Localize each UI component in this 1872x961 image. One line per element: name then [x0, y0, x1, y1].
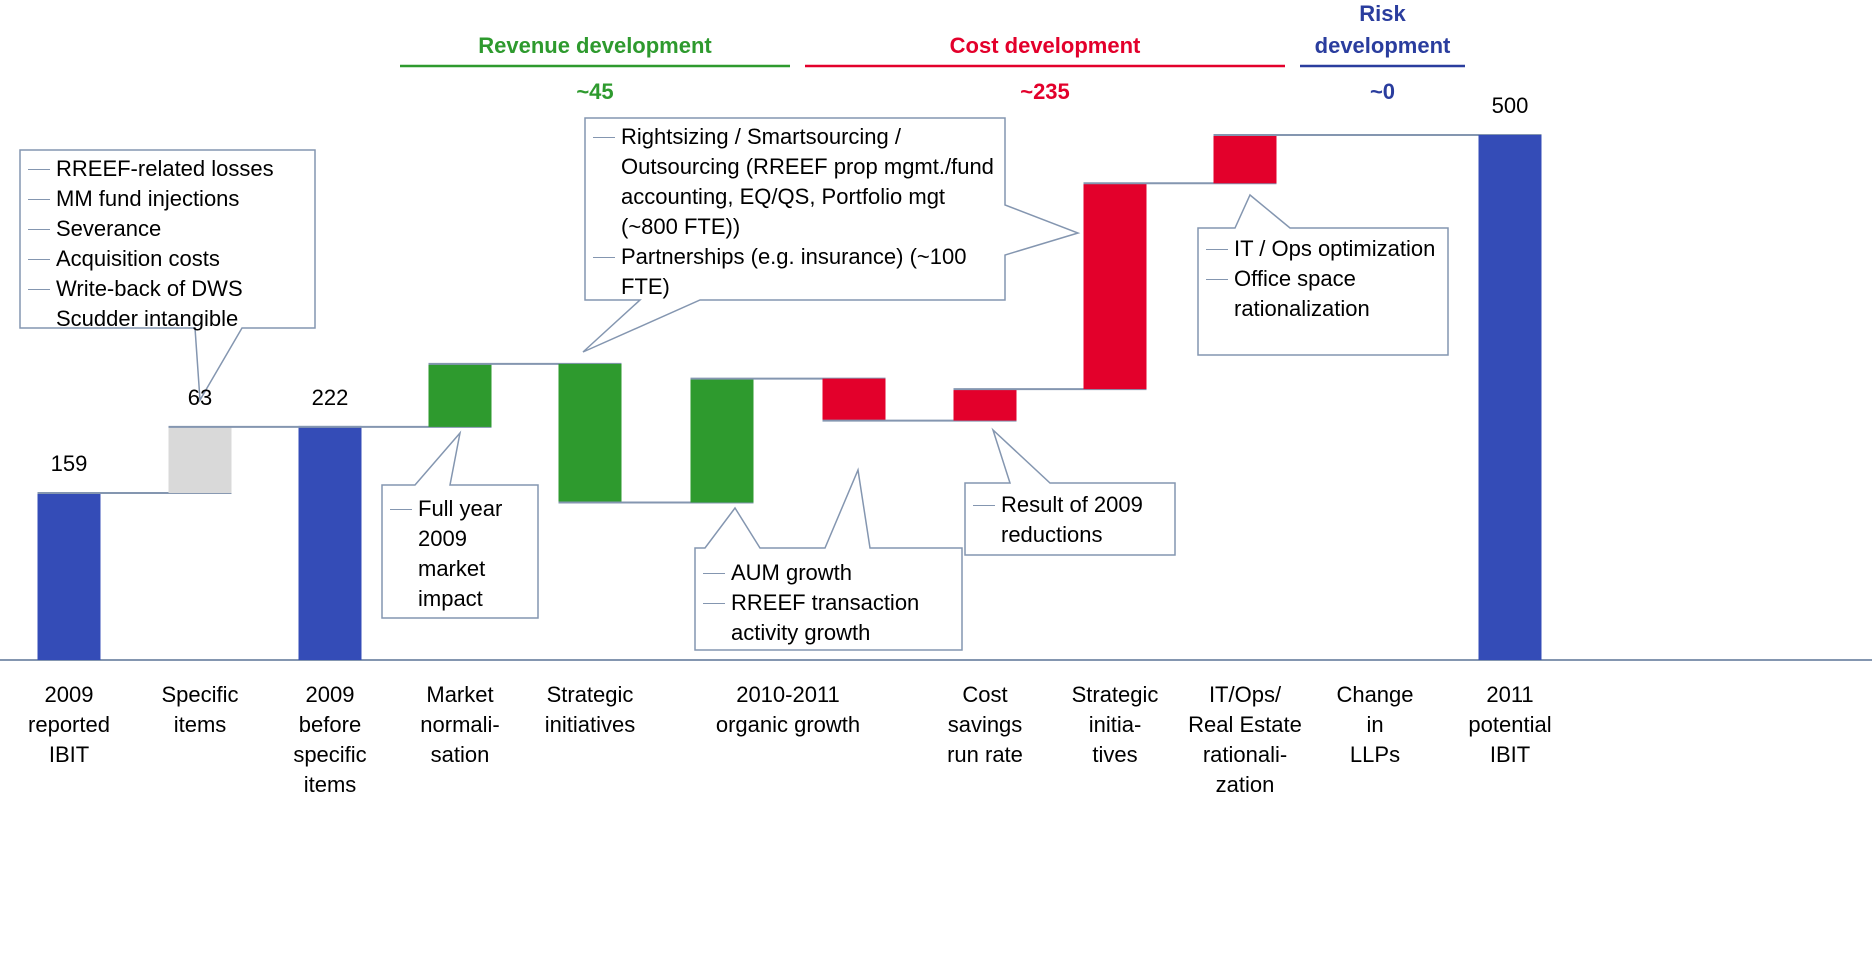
x-tick-label: Change in LLPs — [1336, 682, 1414, 767]
value-label: 63 — [187, 384, 213, 410]
callout: Full year 2009 market impact — [382, 494, 532, 614]
x-tick-label: Strategic initia- tives — [1071, 682, 1159, 767]
callout: RREEF-related losses MM fund injections Se… — [20, 154, 310, 334]
group-total: ~0 — [1369, 79, 1396, 104]
callout-item: Write-back of DWS Scudder intangible — [20, 274, 310, 334]
bar — [1478, 135, 1542, 660]
callout-shape — [1197, 193, 1449, 356]
x-tick-label: Specific items — [161, 682, 239, 737]
callout-item: Severance — [20, 214, 310, 244]
callout-item: Full year 2009 market impact — [382, 494, 532, 614]
group-title: Risk development — [1314, 1, 1451, 58]
bar — [1083, 183, 1147, 390]
callout-shape — [964, 427, 1176, 556]
x-tick-label: 2010-2011 organic growth — [715, 682, 861, 737]
value-label: 159 — [50, 451, 88, 477]
callout: IT / Ops optimization Office space ration… — [1198, 234, 1443, 324]
group-title: Revenue development — [478, 33, 712, 58]
callout-shapes — [19, 117, 1449, 651]
callout-item: RREEF-related losses — [20, 154, 310, 184]
bar — [690, 378, 754, 503]
callout-item: Rightsizing / Smartsourcing / Outsourcin… — [585, 122, 995, 242]
x-tick-label: 2009 reported IBIT — [28, 682, 110, 767]
group-total: ~235 — [1020, 79, 1070, 104]
callout-item: IT / Ops optimization — [1198, 234, 1443, 264]
callout: Result of 2009 reductions — [965, 490, 1170, 550]
bar — [37, 493, 101, 660]
callout-item: Acquisition costs — [20, 244, 310, 274]
callout-shape — [582, 117, 1081, 353]
bar — [1213, 135, 1277, 184]
callout: AUM growth RREEF transaction activity gro… — [695, 558, 957, 648]
callout-shape — [381, 430, 539, 619]
callout-item: Partnerships (e.g. insurance) (~100 FTE) — [585, 242, 995, 302]
bar — [822, 378, 886, 421]
group-title: Cost development — [949, 33, 1141, 58]
x-tick-label: Market normali- sation — [420, 682, 500, 767]
callout-shape — [694, 467, 963, 651]
callout-shape — [19, 149, 316, 403]
bar — [428, 363, 492, 427]
callout-item: Result of 2009 reductions — [965, 490, 1170, 550]
bar — [558, 363, 622, 503]
group-total: ~45 — [576, 79, 614, 104]
value-label: 500 — [1491, 93, 1529, 118]
x-tick-label: Cost savings run rate — [947, 682, 1023, 767]
x-tick-label: Strategic initiatives — [544, 682, 636, 737]
bar — [953, 389, 1017, 421]
callout-item: AUM growth — [695, 558, 957, 588]
bar — [168, 426, 232, 494]
x-tick-label: 2011 potential IBIT — [1468, 682, 1552, 767]
callout-item: MM fund injections — [20, 184, 310, 214]
callout-item: Office space rationalization — [1198, 264, 1443, 324]
value-label: 222 — [311, 384, 349, 410]
bar — [298, 426, 362, 660]
callout: Rightsizing / Smartsourcing / Outsourcin… — [585, 122, 995, 302]
callout-item: RREEF transaction activity growth — [695, 588, 957, 648]
x-tick-label: IT/Ops/ Real Estate rationali- zation — [1188, 682, 1302, 797]
x-tick-label: 2009 before specific items — [293, 682, 367, 797]
